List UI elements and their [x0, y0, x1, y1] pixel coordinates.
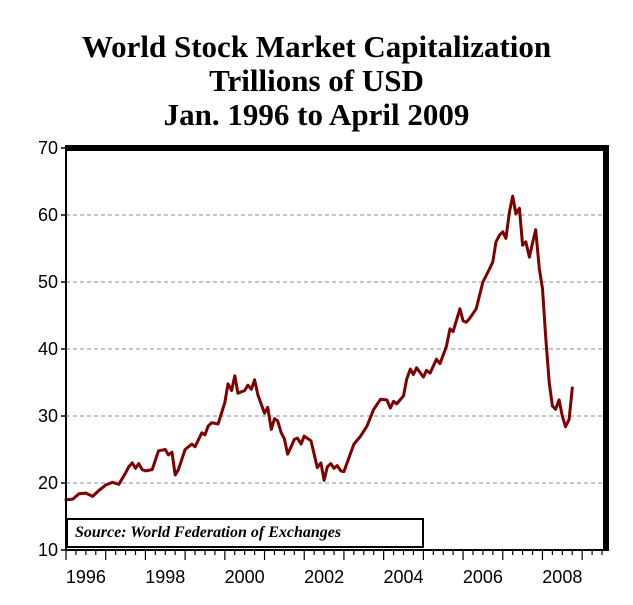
plot-frame-layer [65, 145, 609, 551]
tick-layer: 10 20 30 40 50 60 70 1996 1998 2000 2002 2004 2006 20… [38, 138, 603, 587]
x-tick-label-2000: 2000 [225, 567, 265, 587]
grid-layer [66, 214, 606, 484]
chart-title: World Stock Market Capitalization Trilli… [0, 30, 633, 132]
chart-title-line-3: Jan. 1996 to April 2009 [163, 97, 470, 132]
x-tick-label-1998: 1998 [145, 567, 185, 587]
x-tick-label-2002: 2002 [304, 567, 344, 587]
y-tick-label-10: 10 [38, 540, 58, 560]
chart-title-line-2: Trillions of USD [209, 63, 424, 98]
x-tick-label-2008: 2008 [542, 567, 582, 587]
series-line-0 [64, 194, 574, 502]
x-tick-label-2006: 2006 [463, 567, 503, 587]
y-tick-label-50: 50 [38, 272, 58, 292]
y-tick-label-40: 40 [38, 339, 58, 359]
chart-title-line-1: World Stock Market Capitalization [81, 29, 552, 64]
y-tick-label-30: 30 [38, 406, 58, 426]
y-tick-label-70: 70 [38, 138, 58, 158]
y-tick-label-20: 20 [38, 473, 58, 493]
source-note: Source: World Federation of Exchanges [66, 518, 424, 548]
y-tick-label-60: 60 [38, 205, 58, 225]
series-layer [64, 194, 574, 502]
x-tick-label-2004: 2004 [383, 567, 423, 587]
x-tick-label-1996: 1996 [66, 567, 106, 587]
